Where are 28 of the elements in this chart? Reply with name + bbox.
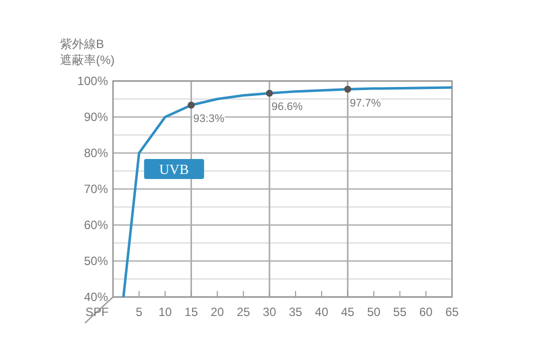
y-axis-title: 紫外線B 遮蔽率(%) (60, 37, 115, 67)
x-tick-label: 55 (393, 305, 407, 319)
x-tick-label: 10 (158, 305, 172, 319)
point (266, 90, 273, 97)
x-tick-label: 5 (136, 305, 143, 319)
y-tick-label: 60% (84, 218, 108, 232)
x-tick-label: 25 (236, 305, 250, 319)
y-tick-label: 40% (84, 290, 108, 304)
y-tick-label: 70% (84, 182, 108, 196)
data-label: 96.6% (271, 101, 303, 114)
x-tick-label: 30 (262, 305, 276, 319)
x-tick-label: 35 (288, 305, 303, 319)
series-label: UVB (159, 163, 189, 178)
y-tick-label: 50% (84, 254, 108, 268)
x-tick-label: 50 (367, 305, 381, 319)
x-tick-label: 15 (184, 305, 198, 319)
x-tick-label: 20 (210, 305, 224, 319)
point (188, 102, 195, 109)
x-tick-label: 45 (341, 305, 355, 319)
point (344, 86, 352, 93)
x-tick-label: 65 (445, 305, 459, 319)
x-tick-label: 40 (314, 305, 329, 319)
data-label: 97.7% (350, 97, 382, 110)
x-tick-label: 60 (419, 305, 433, 319)
y-tick-label: 90% (84, 110, 108, 124)
y-tick-label: 100% (77, 74, 108, 88)
y-tick-label: 80% (84, 146, 108, 160)
line-series (122, 86, 454, 298)
